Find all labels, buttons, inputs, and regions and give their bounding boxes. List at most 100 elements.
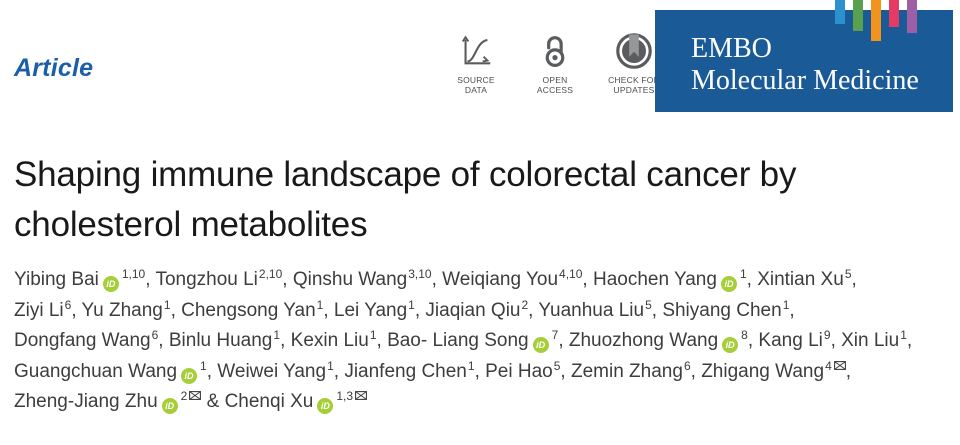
paper-title-line2: cholesterol metabolites bbox=[14, 205, 368, 244]
affiliation-superscript: 1,10 bbox=[121, 267, 146, 281]
author-separator: , bbox=[431, 269, 443, 290]
affiliation-superscript: 2,10 bbox=[258, 267, 283, 281]
envelope-icon[interactable] bbox=[355, 391, 367, 400]
affiliation-superscript: 1 bbox=[369, 328, 377, 342]
author-separator: , bbox=[280, 330, 291, 351]
author-separator: , bbox=[746, 269, 758, 290]
affiliation-superscript: 1 bbox=[163, 297, 171, 312]
author-line: Dongfang Wang6, Binlu Huang1, Kexin Liu1… bbox=[14, 328, 949, 361]
author-name: Zhigang Wang bbox=[701, 360, 825, 382]
check-for-updates-badge[interactable]: CHECK FOR UPDATES bbox=[601, 30, 667, 95]
affiliation-superscript: 6 bbox=[683, 358, 691, 373]
affiliation-superscript: 1,3 bbox=[336, 389, 353, 403]
author-name: Dongfang Wang bbox=[14, 330, 151, 351]
logo-bar bbox=[853, 0, 863, 31]
orcid-icon[interactable]: iD bbox=[317, 398, 334, 414]
journal-logo: EMBO Molecular Medicine bbox=[655, 10, 953, 112]
author-separator: , bbox=[690, 360, 702, 382]
check-for-updates-label: CHECK FOR UPDATES bbox=[608, 75, 660, 95]
journal-name-line1: EMBO bbox=[691, 33, 772, 64]
author-name: Zheng-Jiang Zhu bbox=[14, 391, 158, 412]
affiliation-superscript: 3,10 bbox=[408, 267, 432, 281]
author-separator: , bbox=[376, 330, 388, 351]
affiliation-superscript: 4,10 bbox=[559, 267, 583, 281]
affiliation-superscript: 1 bbox=[782, 297, 790, 312]
author-line: Yibing Bai iD1,10, Tongzhou Li2,10, Qinsh… bbox=[14, 267, 949, 300]
logo-bar bbox=[835, 0, 845, 24]
paper-title-line1: Shaping immune landscape of colorectal c… bbox=[14, 155, 797, 194]
orcid-icon[interactable]: iD bbox=[722, 337, 739, 353]
author-name: Yibing Bai bbox=[14, 269, 99, 290]
affiliation-superscript: 1 bbox=[273, 328, 281, 342]
author-name: Zemin Zhang bbox=[570, 360, 683, 382]
affiliation-superscript: 5 bbox=[645, 297, 652, 312]
author-name: Haochen Yang bbox=[592, 269, 717, 290]
affiliation-superscript: 2 bbox=[180, 389, 188, 403]
source-data-icon bbox=[457, 30, 495, 72]
orcid-icon[interactable]: iD bbox=[102, 276, 119, 292]
author-name: Bao- Liang Song bbox=[387, 330, 529, 351]
envelope-icon[interactable] bbox=[189, 391, 202, 400]
author-separator: , bbox=[282, 269, 293, 290]
affiliation-superscript: 1 bbox=[316, 297, 324, 312]
affiliation-superscript: 6 bbox=[151, 328, 159, 342]
author-name: Shiyang Chen bbox=[662, 299, 782, 321]
affiliation-superscript: 7 bbox=[551, 328, 559, 342]
author-separator: , bbox=[906, 330, 913, 351]
affiliation-superscript: 5 bbox=[553, 358, 561, 373]
logo-bars bbox=[835, 0, 917, 41]
author-list: Yibing Bai iD1,10, Tongzhou Li2,10, Qinsh… bbox=[14, 267, 949, 422]
author-name: Kexin Liu bbox=[290, 330, 369, 351]
paper-title: Shaping immune landscape of colorectal c… bbox=[14, 150, 954, 250]
journal-name-line2: Molecular Medicine bbox=[691, 65, 919, 96]
author-separator: , bbox=[145, 269, 156, 290]
author-name: Weiwei Yang bbox=[217, 360, 327, 382]
affiliation-superscript: 1 bbox=[408, 297, 415, 312]
source-data-badge[interactable]: SOURCE DATA bbox=[443, 30, 509, 95]
badges-row: SOURCE DATA OPEN ACCESS bbox=[443, 30, 667, 95]
author-separator: & bbox=[201, 391, 225, 412]
affiliation-superscript: 6 bbox=[64, 297, 72, 312]
author-separator: , bbox=[323, 299, 334, 321]
author-name: Ziyi Li bbox=[14, 299, 64, 321]
article-type-label: Article bbox=[14, 54, 94, 82]
author-name: Kang Li bbox=[758, 330, 823, 351]
author-name: Yuanhua Liu bbox=[538, 299, 645, 321]
affiliation-superscript: 1 bbox=[739, 267, 747, 281]
author-name: Tongzhou Li bbox=[155, 269, 258, 290]
author-name: Xin Liu bbox=[841, 330, 900, 351]
author-name: Xintian Xu bbox=[757, 269, 844, 290]
envelope-icon[interactable] bbox=[833, 360, 846, 370]
author-separator: , bbox=[830, 330, 842, 351]
author-line: Zheng-Jiang Zhu iD2 & Chenqi Xu iD1,3 bbox=[14, 389, 949, 422]
open-access-label: OPEN ACCESS bbox=[536, 75, 574, 95]
affiliation-superscript: 1 bbox=[900, 328, 907, 342]
affiliation-superscript: 5 bbox=[844, 267, 852, 281]
author-name: Binlu Huang bbox=[168, 330, 273, 351]
logo-bar bbox=[907, 0, 917, 33]
author-line: Ziyi Li6, Yu Zhang1, Chengsong Yan1, Lei… bbox=[14, 297, 949, 331]
author-name: Jianfeng Chen bbox=[344, 360, 467, 382]
author-separator: , bbox=[651, 299, 663, 321]
author-separator: , bbox=[845, 360, 852, 382]
author-separator: , bbox=[558, 330, 569, 351]
author-separator: , bbox=[333, 360, 345, 382]
affiliation-superscript: 1 bbox=[200, 358, 207, 373]
open-access-badge[interactable]: OPEN ACCESS bbox=[522, 30, 588, 95]
journal-name: EMBO Molecular Medicine bbox=[691, 33, 919, 97]
logo-bar bbox=[889, 0, 899, 27]
author-separator: , bbox=[474, 360, 486, 382]
author-separator: , bbox=[851, 269, 857, 290]
author-separator: , bbox=[789, 299, 795, 321]
orcid-icon[interactable]: iD bbox=[161, 398, 178, 414]
affiliation-superscript: 9 bbox=[823, 328, 831, 342]
author-name: Qinshu Wang bbox=[292, 269, 408, 290]
author-name: Chengsong Yan bbox=[181, 299, 316, 321]
author-separator: , bbox=[582, 269, 593, 290]
author-separator: , bbox=[170, 299, 182, 321]
orcid-icon[interactable]: iD bbox=[181, 367, 198, 384]
orcid-icon[interactable]: iD bbox=[532, 337, 549, 353]
orcid-icon[interactable]: iD bbox=[720, 276, 737, 292]
author-name: Zhuozhong Wang bbox=[568, 330, 719, 351]
source-data-label: SOURCE DATA bbox=[457, 75, 495, 95]
